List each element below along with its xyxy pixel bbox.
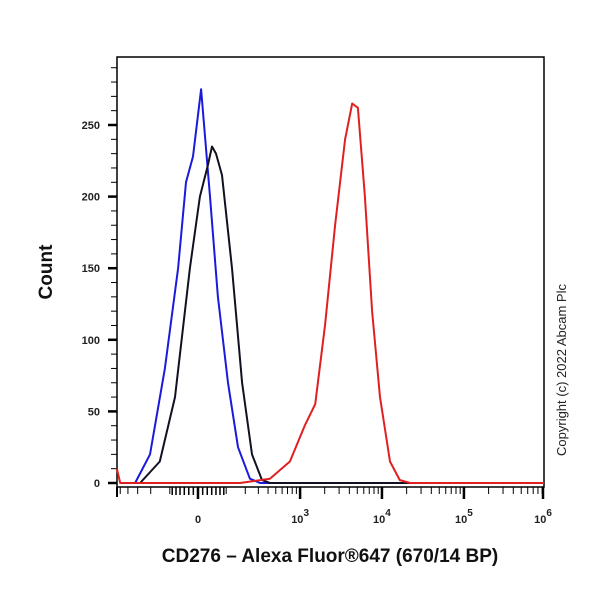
series-line-1 [127, 88, 544, 484]
x-tick-label: 104 [373, 508, 391, 526]
x-tick-exponent: 4 [385, 508, 391, 519]
x-tick-label: 106 [534, 508, 552, 526]
series-line-2 [127, 145, 544, 484]
x-tick-base: 0 [195, 514, 201, 526]
x-tick-label: 0 [195, 514, 201, 526]
y-axis: 0 50 100 150 200 250 [82, 67, 117, 490]
y-tick-label: 150 [82, 263, 100, 275]
copyright-text: Copyright (c) 2022 Abcam Plc [554, 284, 569, 456]
y-tick-label: 100 [82, 335, 100, 347]
x-axis-title: CD276 – Alexa Fluor®647 (670/14 BP) [162, 546, 498, 567]
x-tick-base: 10 [455, 514, 467, 526]
x-tick-base: 10 [373, 514, 385, 526]
y-tick-label: 250 [82, 120, 100, 132]
y-axis-title: Count [36, 244, 57, 300]
x-tick-exponent: 3 [303, 508, 309, 519]
x-tick-exponent: 5 [467, 508, 473, 519]
plot-frame [116, 56, 545, 488]
x-tick-base: 10 [534, 514, 546, 526]
y-tick-label: 50 [88, 406, 100, 418]
x-tick-label: 105 [455, 508, 473, 526]
series-group [115, 88, 544, 484]
y-tick-label: 0 [94, 478, 100, 490]
x-tick-label: 103 [291, 508, 309, 526]
y-tick-label: 200 [82, 192, 100, 204]
x-tick-exponent: 6 [546, 508, 552, 519]
x-tick-base: 10 [291, 514, 303, 526]
series-line-3 [115, 102, 544, 484]
